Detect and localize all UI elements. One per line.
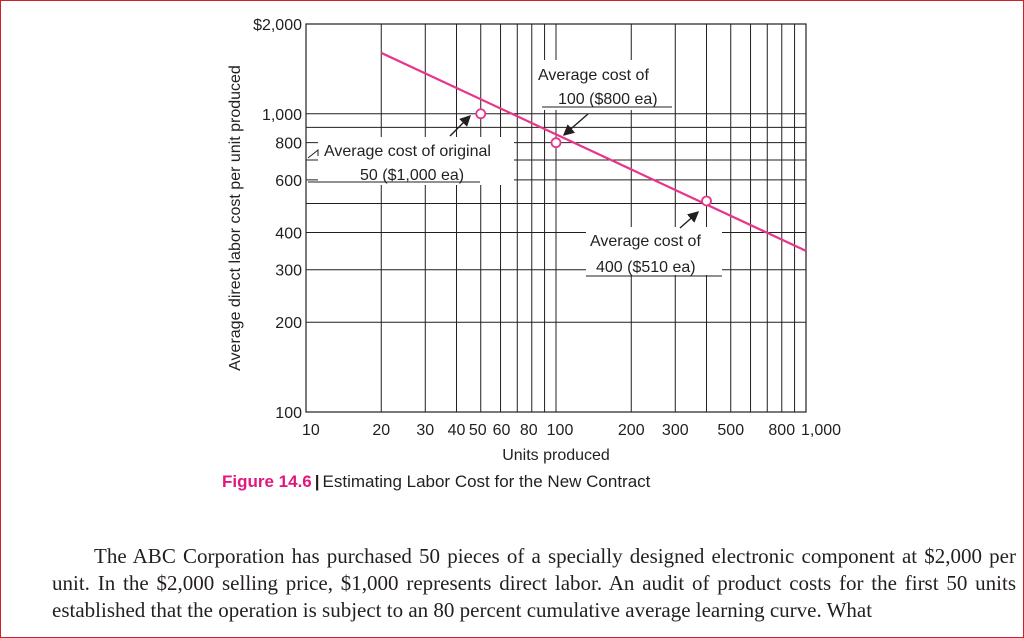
y-tick-label: $2,000 [253, 17, 302, 34]
annotation-bg [318, 137, 514, 185]
annotation-arrow [679, 211, 700, 229]
x-tick-label: 200 [618, 422, 645, 439]
y-tick-label: 1,000 [262, 107, 302, 124]
x-tick-label: 40 [448, 422, 466, 439]
y-tick-label: 400 [275, 225, 302, 242]
x-tick-label: 30 [416, 422, 434, 439]
body-text: The ABC Corporation has purchased 50 pie… [52, 543, 1016, 624]
x-tick-label: 300 [662, 422, 689, 439]
annotation-line1: Average cost of [538, 67, 649, 84]
learning-curve-line [380, 51, 807, 252]
annotation-line2: 50 ($1,000 ea) [360, 167, 464, 184]
figure-title: Estimating Labor Cost for the New Contra… [322, 472, 651, 491]
y-tick-label: 100 [275, 405, 302, 422]
y-tick-label: 800 [275, 136, 302, 153]
x-tick-label: 1,000 [801, 422, 841, 439]
annotation-bg [534, 60, 674, 110]
x-tick-label: 20 [372, 422, 390, 439]
figure-caption: Figure 14.6 | Estimating Labor Cost for th… [222, 472, 650, 492]
data-point [475, 108, 487, 120]
caption-separator: | [314, 472, 320, 491]
x-tick-label: 500 [717, 422, 744, 439]
annotation-arrow [562, 113, 589, 136]
annotation-bracket [307, 148, 319, 159]
x-tick-label: 60 [493, 422, 511, 439]
problem-paragraph: The ABC Corporation has purchased 50 pie… [52, 544, 1016, 622]
annotation-arrow [449, 115, 471, 137]
data-point [701, 195, 712, 207]
annotation-bg [586, 227, 722, 275]
y-tick-label: 300 [275, 263, 302, 280]
figure-label: Figure 14.6 [222, 472, 312, 491]
x-tick-label: 80 [520, 422, 538, 439]
annotation-line1: Average cost of [590, 233, 701, 250]
x-tick-label: 100 [547, 422, 574, 439]
data-point [550, 137, 562, 149]
x-axis-label: Units produced [502, 447, 610, 464]
y-tick-label: 600 [275, 173, 302, 190]
annotation-line1: Average cost of original [324, 143, 491, 160]
learning-curve-chart: 100 200 300 400 600 800 1,000 $2,000 10 20 30 40 50 6… [227, 17, 841, 464]
x-tick-label: 50 [469, 422, 487, 439]
x-tick-label: 10 [302, 422, 320, 439]
annotation-line2: 100 ($800 ea) [558, 91, 658, 108]
y-axis-label: Average direct labor cost per unit produ… [227, 65, 244, 371]
annotation-line2: 400 ($510 ea) [596, 259, 696, 276]
y-tick-label: 200 [275, 315, 302, 332]
x-tick-label: 800 [768, 422, 795, 439]
